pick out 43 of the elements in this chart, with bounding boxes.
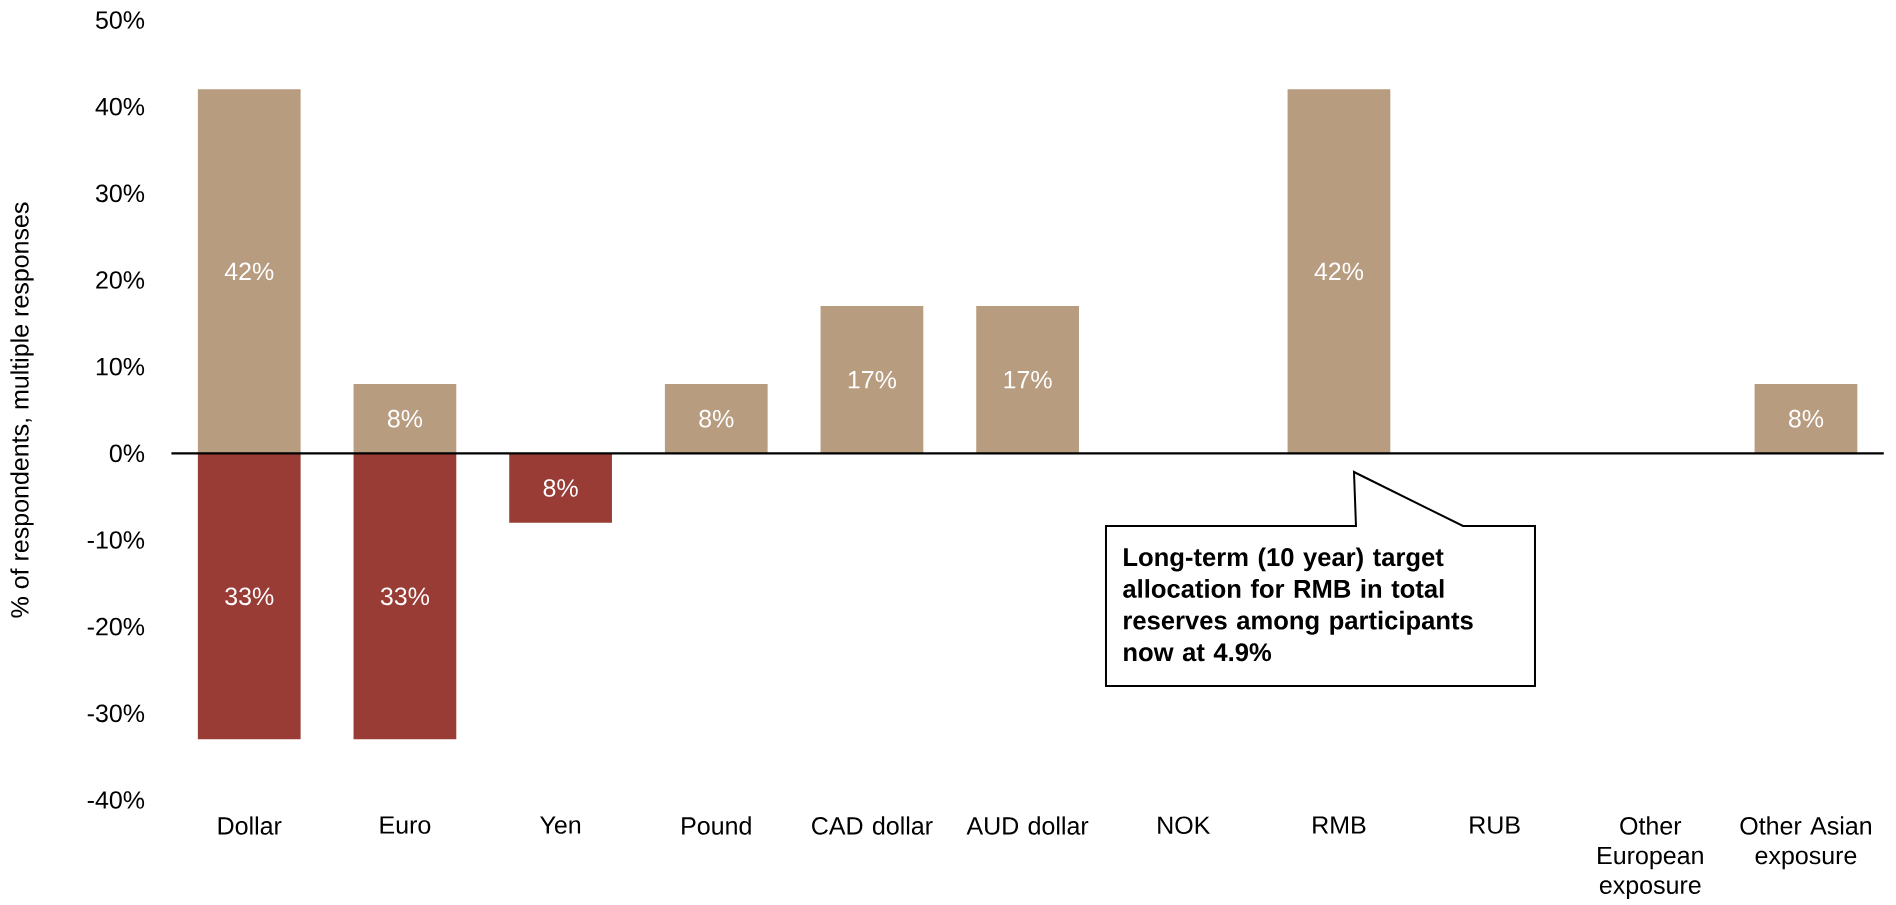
x-tick-label: Other Asian exposure [1740,816,1871,870]
x-tick-label: CAD dollar [812,816,933,835]
annotation: Long-term (10 year) target allocation for RMB in total reserves among participants now at 4.9% [1123,547,1473,662]
bar [353,384,457,454]
y-tick-label: -30% [87,704,145,723]
bar [197,453,301,740]
x-tick-label: Pound [682,816,751,835]
data-label: 17% [848,370,897,389]
y-tick-label: 20% [96,271,145,289]
x-tick-label: Dollar [218,816,282,835]
bar [820,306,924,454]
bar [664,384,768,454]
y-tick-label: 40% [95,97,145,116]
data-label: 42% [1314,262,1364,281]
y-axis-title: % of respondents, multiple responses [10,202,34,618]
bar [1287,89,1391,454]
data-label: 8% [387,409,423,428]
data-label: 33% [380,587,430,606]
x-tick-label: Yen [540,816,581,834]
y-tick-label: -40% [87,791,145,809]
y-tick-label: 30% [95,184,145,203]
data-label: 33% [225,587,274,606]
x-tick-label: RMB [1313,816,1366,834]
data-label: 17% [1004,370,1052,389]
y-tick-label: -20% [87,617,145,636]
data-label: 8% [699,409,734,428]
x-tick-label: AUD dollar [966,816,1089,835]
data-label: 8% [1789,409,1824,428]
bar [976,306,1079,454]
bar [509,453,612,523]
y-tick-label: 50% [95,11,145,29]
y-tick-label: -10% [87,531,145,549]
x-tick-label: RUB [1470,816,1520,834]
bar [197,89,301,454]
data-label: 42% [224,262,274,281]
x-tick-label: Other European exposure [1598,816,1703,899]
x-tick-label: NOK [1158,816,1211,835]
y-tick-label: 10% [96,357,145,376]
x-tick-label: Euro [380,816,431,834]
bar [1754,384,1858,454]
y-tick-label: 0% [109,444,145,463]
bar [353,453,457,740]
data-label: 8% [543,479,578,497]
